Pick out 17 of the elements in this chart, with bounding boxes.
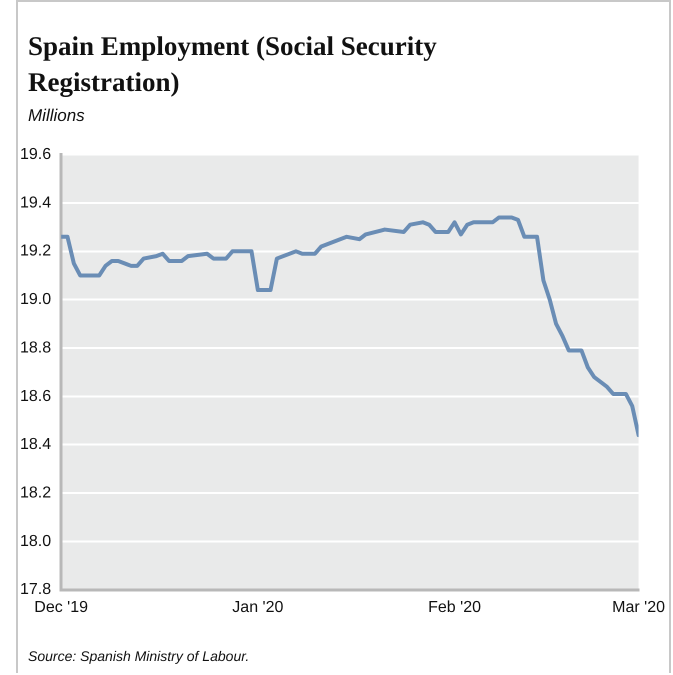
source-note: Source: Spanish Ministry of Labour.	[28, 648, 250, 664]
y-tick-label: 19.0	[20, 291, 52, 308]
y-axis-title: Millions	[28, 106, 85, 126]
y-tick-label: 19.2	[20, 242, 52, 260]
y-tick-label: 18.6	[20, 388, 52, 405]
x-tick-label: Mar '20	[612, 598, 666, 616]
y-tick-label: 19.4	[20, 194, 52, 212]
chart-title: Spain Employment (Social Security Registration)	[28, 30, 438, 99]
x-tick-label: Jan '20	[232, 598, 284, 616]
y-tick-label: 17.8	[20, 581, 52, 598]
y-tick-label: 18.2	[20, 484, 52, 502]
y-tick-label: 18.8	[20, 339, 52, 356]
x-tick-label: Dec '19	[34, 598, 88, 616]
y-tick-label: 18.4	[20, 436, 52, 454]
y-tick-label: 19.6	[20, 146, 52, 164]
y-tick-label: 18.0	[20, 532, 52, 550]
x-tick-label: Feb '20	[428, 598, 482, 616]
